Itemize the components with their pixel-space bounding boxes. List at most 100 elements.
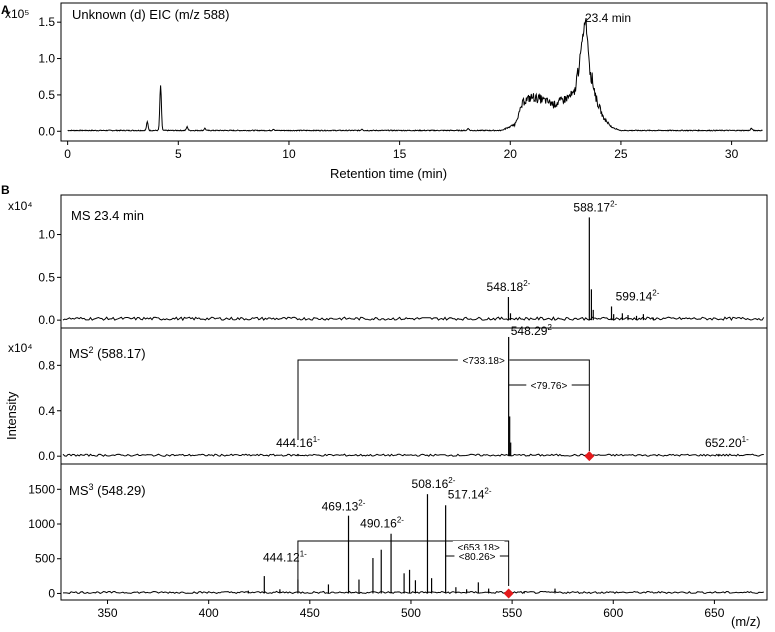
ms2-peak-label: 548.292- — [511, 323, 555, 338]
ms3-title-sup: 3 — [89, 482, 94, 492]
ms3-title-rest: (548.29) — [94, 483, 146, 498]
mz-axis-title: (m/z) — [731, 614, 761, 629]
ms2-bracket-label: <79.76> — [531, 381, 568, 392]
ms2-peak-label-mz: 652.20 — [705, 436, 742, 450]
ms2-precursor-marker — [584, 451, 595, 462]
panel-a-x-tick-label: 25 — [614, 147, 628, 161]
ms-y-tick-label: 0.0 — [38, 313, 55, 327]
ms-y-tick-label: 1.0 — [38, 228, 55, 242]
ms3-x-tick-label: 350 — [98, 606, 118, 620]
panel-a-y-tick-label: 0.0 — [38, 124, 55, 138]
ms-peak-label-mz: 588.17 — [573, 200, 610, 214]
ms-peak-label-mz: 548.18 — [487, 280, 524, 294]
panel-a-eic-trace — [67, 17, 763, 132]
ms2-bracket-label-bg — [457, 354, 510, 366]
panel-a-x-tick-label: 15 — [393, 147, 407, 161]
ms3-peak-label-charge: 2- — [484, 486, 491, 495]
ms3-spectrum-frame — [60, 463, 768, 601]
ms3-peak-label-charge: 2- — [358, 499, 365, 508]
panel-a-x-tick-label: 0 — [64, 147, 71, 161]
ms3-peak-label-mz: 508.16 — [412, 477, 449, 491]
ms2-y-tick-label: 0.0 — [38, 449, 55, 463]
panel-a-frame — [60, 2, 768, 142]
ms2-spectrum-title: MS2 (588.17) — [69, 345, 146, 361]
panel-a-chromatogram: x10⁵ Unknown (d) EIC (m/z 588) 23.4 min … — [5, 2, 768, 181]
panel-a-x-tick-label: 30 — [725, 147, 739, 161]
ms-noise-baseline — [62, 316, 765, 322]
ms3-y-tick-label: 1000 — [28, 517, 55, 531]
ms-peak-label-charge: 2- — [610, 199, 617, 208]
ms3-peak-label-charge: 1- — [300, 550, 307, 559]
panel-a-letter: A — [1, 3, 10, 17]
panel-b-spectra: Intensity x10⁴ MS 23.4 min 0.0 0.5 1.0 548… — [4, 194, 768, 629]
ms3-peak-label-charge: 2- — [397, 516, 404, 525]
ms2-title-rest: (588.17) — [94, 346, 146, 361]
panel-b-letter: B — [1, 183, 10, 197]
ms3-x-tick-label: 650 — [704, 606, 724, 620]
ms3-x-axis: 350 400 450 500 550 600 650 — [98, 600, 725, 620]
ms3-peak-label: 517.142- — [448, 486, 492, 501]
ms3-bracket-653 — [297, 540, 510, 586]
ms-peak-label: 548.182- — [487, 279, 531, 294]
ms-y-tick-label: 0.5 — [38, 270, 55, 284]
ms2-title-sup: 2 — [89, 345, 94, 355]
panel-a-x-axis: 0 5 10 15 20 25 30 — [64, 141, 739, 161]
ms-peak-label-charge: 2- — [523, 279, 530, 288]
ms2-spectrum-frame — [60, 327, 768, 465]
ms2-peak-label-mz: 548.29 — [511, 324, 548, 338]
ms2-noise-baseline — [62, 453, 764, 457]
ms2-y-tick-label: 0.8 — [38, 358, 55, 372]
ms2-peaks: 444.161-548.292-652.201- — [276, 323, 749, 462]
ms3-x-tick-label: 600 — [603, 606, 623, 620]
ms3-peak-label-mz: 517.14 — [448, 487, 485, 501]
panel-a-y-tick-label: 0.5 — [38, 88, 55, 102]
ms3-peaks: 444.121-469.132-490.162-508.162-517.142- — [247, 476, 556, 599]
ms2-y-axis: 0.0 0.4 0.8 — [38, 358, 61, 463]
ms3-y-tick-label: 0 — [48, 586, 55, 600]
ms2-peak-label: 652.201- — [705, 435, 749, 450]
panel-a-y-scale: x10⁵ — [5, 7, 29, 21]
ms3-peak-label-mz: 444.12 — [263, 551, 300, 565]
ms-spectrum-title: MS 23.4 min — [71, 208, 144, 223]
ms-spectrum-frame — [60, 194, 768, 329]
panel-a-title: Unknown (d) EIC (m/z 588) — [72, 7, 230, 22]
ms-peak-label-charge: 2- — [652, 288, 659, 297]
ms3-bracket-label-bg — [454, 550, 500, 562]
ms-peak-label: 588.172- — [573, 199, 617, 214]
ms2-neutral-loss-brackets: <733.18> <79.76> — [297, 354, 590, 451]
ms-peak-label: 599.142- — [616, 288, 660, 303]
ms2-peak-label-charge: 2- — [547, 323, 554, 332]
ms2-bracket-label-bg — [526, 379, 572, 391]
ms-peak-label-mz: 599.14 — [616, 289, 653, 303]
ms3-noise-baseline — [63, 590, 764, 595]
panel-a-y-tick-label: 1.5 — [38, 15, 55, 29]
ms2-bracket-733 — [297, 359, 590, 451]
panel-a-y-tick-label: 1.0 — [38, 52, 55, 66]
ms3-precursor-marker — [503, 588, 514, 599]
ms3-title-base: MS — [69, 483, 89, 498]
ms3-spectrum-panel: MS3 (548.29) 0 500 1000 1500 350 400 450 500 55… — [28, 463, 768, 629]
ms3-spectrum-title: MS3 (548.29) — [69, 482, 146, 498]
ms3-x-tick-label: 450 — [300, 606, 320, 620]
ms3-x-tick-label: 400 — [199, 606, 219, 620]
panel-a-x-tick-label: 10 — [282, 147, 296, 161]
ms-y-scale: x10⁴ — [8, 199, 33, 213]
ms3-neutral-loss-brackets: <653.18><80.26> — [297, 540, 510, 586]
ms3-x-tick-label: 500 — [401, 606, 421, 620]
ms2-y-scale: x10⁴ — [8, 341, 33, 355]
ms2-peak-label-charge: 1- — [742, 435, 749, 444]
panel-a-x-tick-label: 5 — [175, 147, 182, 161]
panel-b-y-axis-title: Intensity — [4, 391, 19, 440]
panel-a-y-axis: 0.0 0.5 1.0 1.5 — [38, 15, 61, 138]
ms3-peak-label: 490.162- — [360, 516, 404, 531]
ms3-x-tick-label: 550 — [502, 606, 522, 620]
ms2-peak-label-mz: 444.16 — [276, 436, 313, 450]
ms3-peak-label-mz: 469.13 — [322, 500, 359, 514]
ms3-bracket-label: <80.26> — [459, 552, 496, 563]
ms2-peak-label: 444.161- — [276, 435, 320, 450]
ms3-peak-label: 444.121- — [263, 550, 307, 565]
ms3-peak-label: 508.162- — [412, 476, 456, 491]
ms3-peak-label-mz: 490.16 — [360, 517, 397, 531]
ms3-y-tick-label: 500 — [35, 552, 55, 566]
